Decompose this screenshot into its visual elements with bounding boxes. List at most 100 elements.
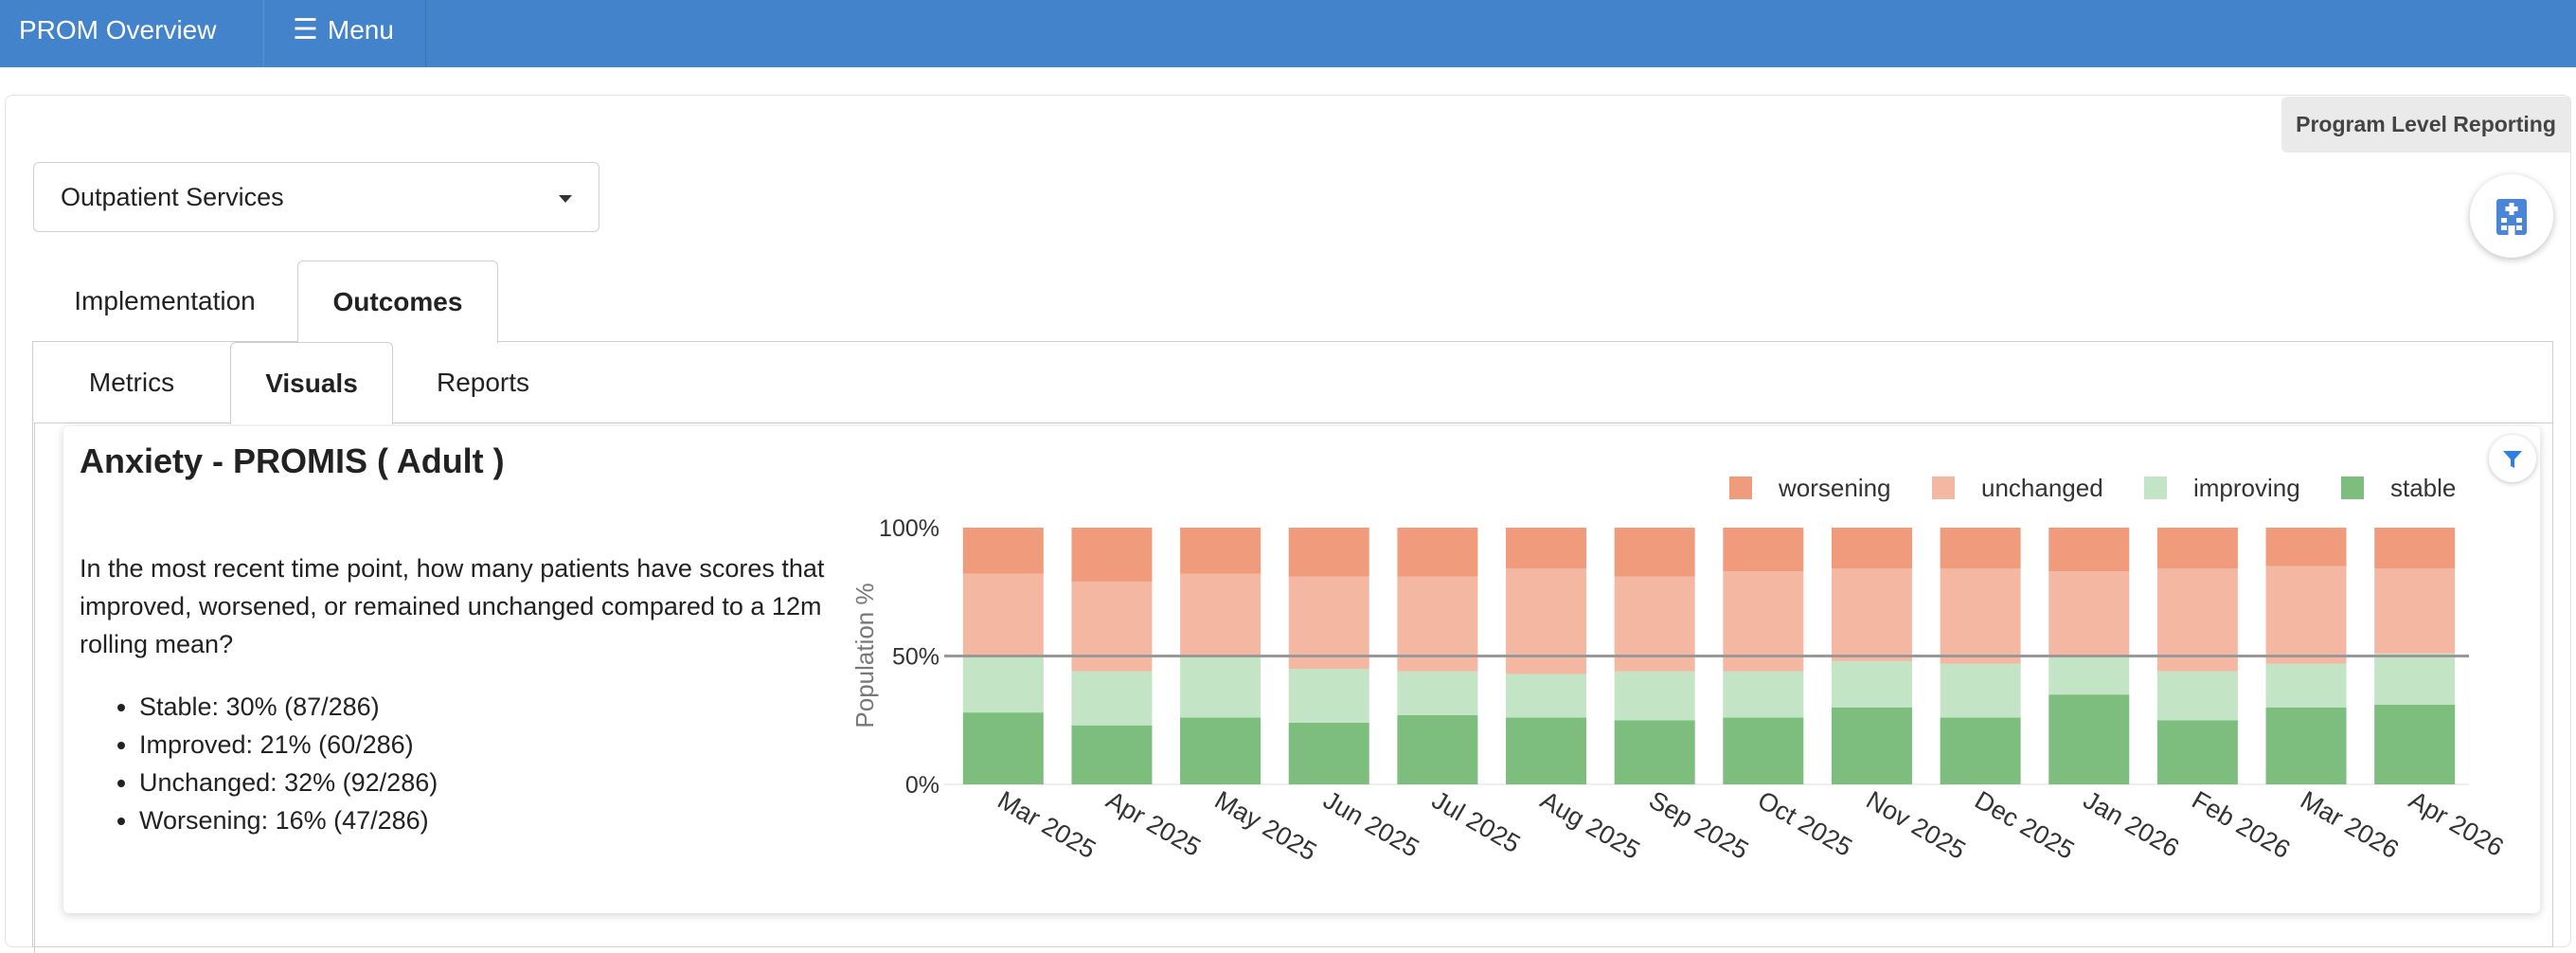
- visuals-panel: [34, 423, 2552, 953]
- program-level-reporting-tab[interactable]: Program Level Reporting: [2281, 97, 2570, 153]
- bar-segment-stable: [1180, 717, 1261, 784]
- x-tick-label: Mar 2025: [993, 785, 1100, 864]
- x-tick-label: Sep 2025: [1644, 785, 1753, 865]
- legend-label-worsening: worsening: [1778, 474, 1891, 502]
- bar-segment-worsening: [2156, 528, 2238, 569]
- bar-segment-stable: [1614, 720, 1695, 784]
- bar-segment-stable: [1071, 725, 1153, 784]
- bar-segment-worsening: [962, 528, 1044, 574]
- summary-unchanged: Unchanged: 32% (92/286): [139, 764, 438, 801]
- bar-segment-unchanged: [1831, 568, 1912, 661]
- x-tick-label: Jun 2025: [1318, 785, 1423, 863]
- legend-label-stable: stable: [2390, 474, 2456, 502]
- x-tick-label: Nov 2025: [1861, 785, 1970, 865]
- bar-segment-unchanged: [2156, 568, 2238, 672]
- bar-segment-stable: [1831, 707, 1912, 784]
- tab-reports[interactable]: Reports: [436, 368, 530, 397]
- bar-segment-worsening: [1397, 528, 1478, 577]
- bar-segment-unchanged: [2374, 568, 2456, 654]
- bar-segment-worsening: [1071, 528, 1153, 582]
- bar-segment-unchanged: [1288, 576, 1369, 670]
- program-select-value: Outpatient Services: [61, 183, 284, 211]
- bar-segment-improving: [2374, 653, 2456, 705]
- menu-button[interactable]: ☰ Menu: [263, 0, 426, 67]
- summary-improved: Improved: 21% (60/286): [139, 726, 438, 764]
- bar-segment-improving: [1831, 660, 1912, 708]
- bar-segment-improving: [1180, 656, 1261, 718]
- program-select[interactable]: Outpatient Services: [33, 162, 599, 232]
- bar-segment-unchanged: [1071, 581, 1153, 672]
- caret-down-icon: [559, 195, 572, 203]
- x-tick-label: Feb 2026: [2187, 785, 2295, 864]
- bar-segment-improving: [1288, 669, 1369, 723]
- bar-segment-worsening: [2374, 528, 2456, 569]
- tab-implementation[interactable]: Implementation: [74, 286, 256, 315]
- bar-segment-stable: [2374, 704, 2456, 784]
- bar-segment-unchanged: [2265, 566, 2347, 664]
- bar-segment-stable: [1940, 717, 2021, 784]
- y-axis-title: Population %: [850, 583, 879, 728]
- bar-segment-improving: [1614, 671, 1695, 721]
- bar-segment-unchanged: [1180, 573, 1261, 656]
- bar-segment-stable: [2265, 707, 2347, 784]
- bar-segment-stable: [1397, 714, 1478, 784]
- x-tick-label: Jul 2025: [1427, 785, 1525, 858]
- x-tick-label: Aug 2025: [1536, 785, 1645, 865]
- bar-segment-worsening: [1506, 528, 1587, 569]
- tab-outcomes[interactable]: Outcomes: [297, 261, 498, 343]
- bar-segment-worsening: [1940, 528, 2021, 569]
- y-tick-label: 50%: [892, 644, 939, 671]
- x-tick-label: Oct 2025: [1753, 785, 1857, 862]
- bar-segment-improving: [962, 656, 1044, 713]
- bar-segment-improving: [1397, 671, 1478, 715]
- hospital-building-icon: [2496, 199, 2527, 235]
- bar-segment-stable: [1723, 717, 1804, 784]
- bar-segment-stable: [1288, 722, 1369, 784]
- x-tick-label: Apr 2026: [2405, 785, 2509, 862]
- visual-question: In the most recent time point, how many …: [80, 554, 825, 658]
- bar-segment-improving: [2156, 671, 2238, 721]
- tab-visuals[interactable]: Visuals: [230, 342, 393, 424]
- visual-title: Anxiety - PROMIS ( Adult ): [80, 441, 505, 480]
- menu-label: Menu: [327, 15, 394, 45]
- filter-icon: [2503, 451, 2522, 468]
- legend-label-unchanged: unchanged: [1981, 474, 2103, 502]
- legend-swatch-improving: [2144, 476, 2167, 499]
- bar-segment-improving: [1940, 663, 2021, 718]
- bar-segment-worsening: [2048, 528, 2130, 572]
- bar-segment-worsening: [2265, 528, 2347, 566]
- y-tick-label: 0%: [905, 772, 939, 799]
- hamburger-icon: ☰: [293, 14, 318, 45]
- legend-swatch-stable: [2341, 476, 2364, 499]
- filter-button[interactable]: [2489, 435, 2536, 482]
- y-tick-label: 100%: [879, 515, 939, 542]
- hospital-building-button[interactable]: [2470, 174, 2553, 258]
- bar-segment-worsening: [1831, 528, 1912, 569]
- bar-segment-unchanged: [962, 573, 1044, 656]
- legend-label-improving: improving: [2193, 474, 2300, 502]
- top-nav-bar: PROM Overview ☰ Menu: [0, 0, 2576, 67]
- bar-segment-unchanged: [2048, 571, 2130, 656]
- app-title[interactable]: PROM Overview: [19, 15, 217, 45]
- summary-list: Stable: 30% (87/286) Improved: 21% (60/2…: [94, 688, 438, 839]
- x-tick-label: Apr 2025: [1101, 785, 1206, 862]
- legend-swatch-worsening: [1729, 476, 1752, 499]
- x-tick-label: May 2025: [1210, 785, 1322, 866]
- bar-segment-worsening: [1180, 528, 1261, 574]
- legend-swatch-unchanged: [1932, 476, 1955, 499]
- bar-segment-unchanged: [1506, 568, 1587, 674]
- bar-segment-stable: [1506, 717, 1587, 784]
- summary-stable: Stable: 30% (87/286): [139, 688, 438, 726]
- bar-segment-improving: [1071, 671, 1153, 726]
- summary-worsening: Worsening: 16% (47/286): [139, 801, 438, 839]
- bar-segment-worsening: [1288, 528, 1369, 577]
- tab-metrics[interactable]: Metrics: [88, 368, 175, 397]
- x-tick-label: Dec 2025: [1970, 785, 2079, 865]
- bar-segment-stable: [2048, 694, 2130, 784]
- bar-segment-worsening: [1723, 528, 1804, 572]
- bar-segment-stable: [962, 712, 1044, 784]
- bar-segment-stable: [2156, 720, 2238, 784]
- bar-segment-improving: [1723, 671, 1804, 718]
- bar-segment-unchanged: [1940, 568, 2021, 664]
